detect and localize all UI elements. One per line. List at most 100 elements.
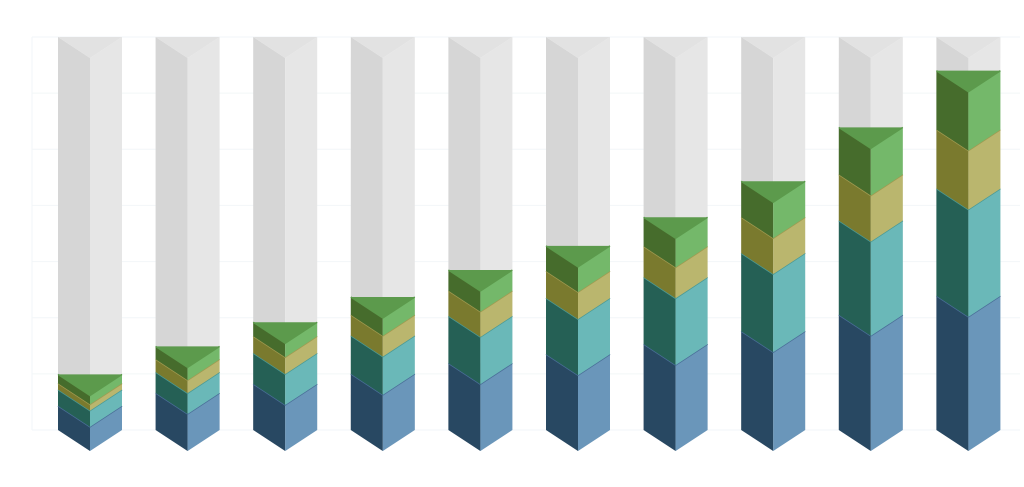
background-bar-top-face: [350, 37, 415, 58]
bar-segment-4-right-face: [870, 127, 903, 196]
bar-segment-4-left-face: [741, 181, 774, 239]
bar-segment-1-right-face: [870, 314, 903, 451]
bar-segment-2-right-face: [773, 253, 806, 353]
bar-segment-4-left-face: [253, 322, 286, 358]
bar-top-face: [448, 269, 513, 291]
bar-segment-4-left-face: [58, 374, 90, 405]
bar-top-face: [350, 296, 415, 318]
bar-segment-2-right-face: [90, 389, 122, 427]
bar-segment-2-right-face: [968, 188, 1001, 317]
bar-segment-4-left-face: [936, 70, 969, 151]
bar-segment-4-left-face: [350, 296, 383, 336]
bar-segment-3-right-face: [285, 336, 318, 375]
bar-segment-1-left-face: [936, 295, 969, 451]
bar-segment-4-right-face: [968, 70, 1001, 151]
background-bar-top-face: [741, 37, 806, 58]
bar-segment-4-left-face: [643, 217, 676, 268]
bar-segment-1-right-face: [578, 354, 610, 451]
bar-segment-4-right-face: [285, 322, 318, 358]
bar-segment-3-right-face: [675, 246, 708, 299]
background-bar-left-face: [58, 37, 90, 451]
bar-segment-3-left-face: [448, 290, 481, 338]
bar-segment-2-left-face: [741, 253, 774, 353]
bar-segment-1-left-face: [253, 383, 286, 451]
bar-segment-1-right-face: [382, 373, 415, 451]
bar-segment-2-left-face: [838, 220, 871, 336]
bar-segment-1-left-face: [155, 392, 188, 451]
bar-segment-2-left-face: [936, 188, 969, 317]
background-bar-top-face: [838, 37, 903, 58]
bar-top-face: [838, 127, 903, 149]
bar-segment-2-right-face: [382, 335, 415, 395]
bar-segment-4-right-face: [382, 296, 415, 336]
bar-segment-3-left-face: [741, 217, 774, 275]
bar-top-face: [253, 322, 318, 344]
bar-segment-2-left-face: [58, 389, 90, 427]
bar-segment-1-left-face: [448, 363, 481, 451]
background-bar-right-face: [90, 37, 122, 451]
bar-segment-2-left-face: [643, 277, 676, 366]
bar-segment-3-right-face: [90, 383, 122, 411]
bar-segment-4-right-face: [773, 181, 806, 239]
bar-segment-3-right-face: [870, 174, 903, 242]
bar-segment-2-right-face: [870, 220, 903, 336]
bar-segment-3-left-face: [936, 129, 969, 210]
bar-top-face: [643, 217, 708, 239]
bar-segment-1-right-face: [285, 383, 318, 451]
bar-segment-3-right-face: [187, 359, 220, 394]
bar-segment-3-left-face: [253, 336, 286, 375]
bar-segment-4-right-face: [90, 374, 122, 405]
bar-segment-3-left-face: [838, 174, 871, 242]
bar-segment-2-right-face: [285, 353, 318, 405]
bar-segment-4-left-face: [838, 127, 871, 196]
bar-segment-4-left-face: [546, 245, 578, 293]
bar-segment-1-right-face: [968, 295, 1001, 451]
bar-segment-4-left-face: [448, 269, 481, 312]
background-bar-top-face: [448, 37, 513, 58]
bar-top-face: [155, 346, 220, 368]
bar-top-face: [58, 374, 122, 396]
bar-segment-3-right-face: [480, 290, 513, 338]
bar-segment-2-right-face: [675, 277, 708, 366]
background-bar-top-face: [58, 37, 122, 58]
bar-segment-3-left-face: [643, 246, 676, 299]
bar-segment-3-left-face: [350, 314, 383, 357]
bar-segment-1-left-face: [58, 405, 90, 451]
bar-segment-2-left-face: [253, 353, 286, 405]
bar-segment-3-left-face: [155, 359, 188, 394]
background-bar-top-face: [155, 37, 220, 58]
bar-segment-3-right-face: [968, 129, 1001, 210]
bar-segment-4-right-face: [187, 346, 220, 381]
bar-segment-1-left-face: [546, 354, 578, 451]
bar-segment-1-right-face: [480, 363, 513, 451]
background-bar-top-face: [253, 37, 318, 58]
bar-segment-1-right-face: [675, 344, 708, 451]
bar-segment-1-right-face: [187, 392, 220, 451]
bar-segment-4-right-face: [480, 269, 513, 312]
background-bar-top-face: [643, 37, 708, 58]
bar-segment-2-left-face: [155, 372, 188, 414]
bar-segment-3-right-face: [578, 271, 610, 320]
background-bar-top-face: [936, 37, 1001, 58]
bar-segment-2-left-face: [350, 335, 383, 395]
bar-segment-1-left-face: [350, 373, 383, 451]
bar-segment-4-right-face: [578, 245, 610, 293]
bar-segment-1-left-face: [643, 344, 676, 451]
bar-segment-4-left-face: [155, 346, 188, 381]
bar-segment-1-right-face: [90, 405, 122, 451]
bar-top-face: [546, 245, 610, 267]
bar-top-face: [936, 70, 1001, 92]
bar-segment-2-left-face: [448, 316, 481, 385]
bar-segment-4-right-face: [675, 217, 708, 268]
bar-segment-2-right-face: [578, 298, 610, 376]
bar-segment-1-right-face: [773, 331, 806, 451]
bar-segment-3-left-face: [58, 383, 90, 411]
bar-segment-2-left-face: [546, 298, 578, 376]
bar-segment-2-right-face: [187, 372, 220, 414]
background-bar-top-face: [546, 37, 610, 58]
bar-segment-1-left-face: [838, 314, 871, 451]
bar-segment-2-right-face: [480, 316, 513, 385]
bar-segment-1-left-face: [741, 331, 774, 451]
bar-top-face: [741, 181, 806, 203]
